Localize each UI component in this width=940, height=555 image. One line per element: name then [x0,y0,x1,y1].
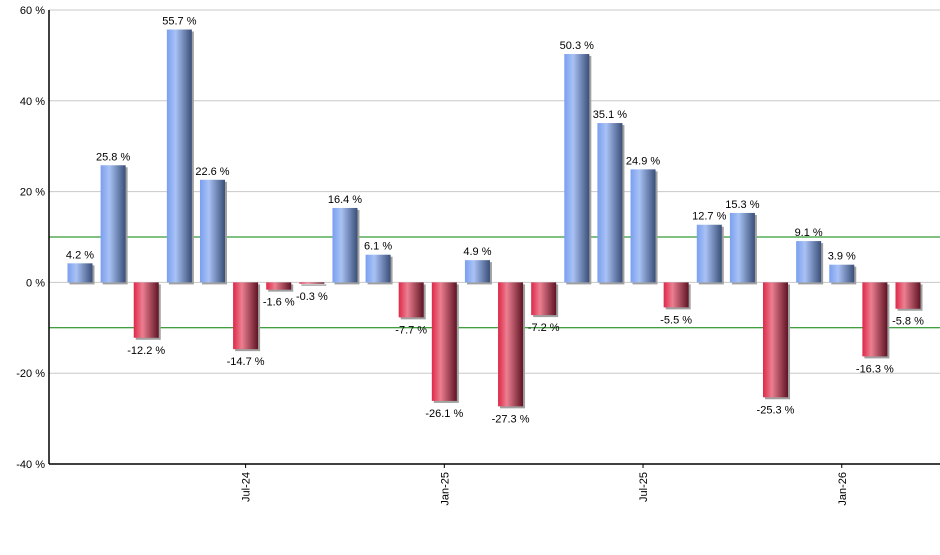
data-label: -7.7 % [395,324,427,336]
y-tick-label: 60 % [20,5,45,17]
bar [233,282,259,350]
data-label: 50.3 % [560,40,594,52]
bar [630,169,656,283]
x-tick-label: Jan-26 [837,472,849,506]
bar [464,260,490,283]
y-tick-label: 0 % [26,277,45,289]
data-label: 9.1 % [795,227,823,239]
data-label: 6.1 % [364,241,392,253]
bar [597,123,623,283]
data-label: 22.6 % [195,166,229,178]
data-label: 12.7 % [692,211,726,223]
bar [829,264,855,283]
bar [299,282,325,284]
data-label: -16.3 % [856,363,894,375]
data-label: 16.4 % [328,194,362,206]
bar [696,224,722,283]
data-label: -25.3 % [757,404,795,416]
bar [398,282,424,318]
bar [199,179,225,283]
bar [663,282,689,308]
bar [895,282,921,309]
bar [365,254,391,283]
y-tick-label: -40 % [16,459,45,471]
data-label: 55.7 % [162,16,196,28]
data-label: 35.1 % [593,109,627,121]
data-label: 15.3 % [725,199,759,211]
bar [431,282,457,401]
data-label: -1.6 % [263,297,295,309]
bar [332,207,358,283]
data-label: -12.2 % [127,345,165,357]
x-tick-label: Jul-24 [241,472,253,502]
bar [166,29,192,283]
bar [266,282,292,290]
data-label: -14.7 % [227,356,265,368]
y-tick-label: 40 % [20,96,45,108]
y-tick-label: 20 % [20,187,45,199]
data-label: -0.3 % [296,291,328,303]
bar [133,282,159,338]
bar [498,282,524,407]
data-label: 3.9 % [828,251,856,263]
data-label: 24.9 % [626,155,660,167]
bar [531,282,557,316]
bar [796,241,822,283]
data-label: 4.2 % [66,249,94,261]
y-tick-label: -20 % [16,368,45,380]
bar [564,54,590,283]
data-label: 25.8 % [96,151,130,163]
data-label: -7.2 % [528,322,560,334]
data-label: 4.9 % [463,246,491,258]
data-label: -26.1 % [425,408,463,420]
bar [763,282,789,398]
x-tick-label: Jul-25 [638,472,650,502]
bar [100,165,126,283]
x-tick-label: Jan-25 [439,472,451,506]
bar [729,212,755,283]
bar [862,282,888,357]
data-label: -27.3 % [492,413,530,425]
bar-shadow [301,284,327,286]
bar [67,263,93,283]
data-label: -5.8 % [892,316,924,328]
data-label: -5.5 % [660,314,692,326]
